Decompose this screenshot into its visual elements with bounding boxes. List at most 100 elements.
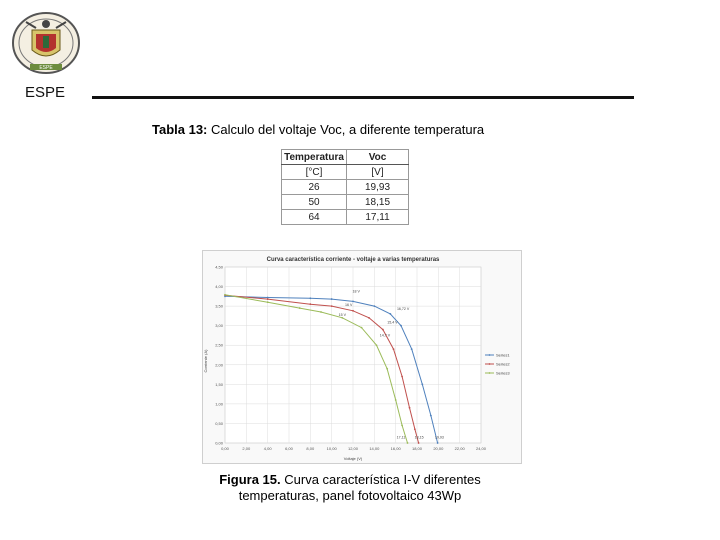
header-rule	[92, 96, 634, 99]
table-caption-bold: Tabla 13:	[152, 122, 208, 137]
series-point-1	[421, 383, 424, 386]
series-point-1	[389, 313, 392, 315]
x-axis-label: Voltaje (V)	[344, 456, 363, 461]
chart-title: Curva característica corriente - voltaje…	[267, 257, 440, 263]
table-caption: Tabla 13: Calculo del voltaje Voc, a dif…	[152, 122, 484, 137]
series-line-1	[224, 295, 439, 444]
table-units-row: [°C] [V]	[281, 164, 409, 180]
x-tick-label: 8,00	[306, 446, 315, 451]
legend-label: Series2	[496, 362, 510, 367]
series-point-1	[410, 348, 413, 351]
y-tick-label: 1,50	[215, 382, 224, 387]
figure-caption: Figura 15. Curva característica I-V dife…	[200, 472, 500, 504]
table-row: 26 19,93	[281, 179, 409, 195]
x-tick-label: 0,00	[221, 446, 230, 451]
series-point-1	[400, 324, 402, 327]
y-tick-label: 0,50	[215, 421, 224, 426]
x-tick-label: 4,00	[264, 446, 273, 451]
header-voc: Voc	[346, 149, 409, 165]
unit-voc: [V]	[346, 164, 409, 180]
series-point-2	[368, 316, 370, 319]
series-point-1	[436, 442, 439, 444]
x-tick-label: 18,00	[412, 446, 423, 451]
svg-text:ESPE: ESPE	[39, 65, 53, 71]
legend-marker	[488, 354, 491, 356]
series-point-3	[394, 399, 397, 401]
series-point-2	[417, 442, 420, 444]
chart-figure: Curva característica corriente - voltaje…	[202, 250, 522, 464]
data-label: 15,4 V	[387, 321, 398, 325]
x-tick-label: 2,00	[242, 446, 251, 451]
x-tick-label: 12,00	[348, 446, 359, 451]
series-point-2	[309, 303, 312, 306]
legend-label: Series1	[496, 353, 510, 358]
data-label: 19,93	[435, 435, 444, 439]
series-point-1	[352, 300, 354, 303]
figure-caption-bold: Figura 15.	[219, 472, 281, 487]
x-tick-label: 22,00	[455, 446, 466, 451]
espe-logo: ESPE	[12, 12, 80, 74]
cell-temp: 64	[281, 209, 347, 225]
series-point-2	[266, 298, 269, 300]
table-row: 50 18,15	[281, 194, 409, 210]
x-tick-label: 14,00	[369, 446, 380, 451]
voc-table: Temperatura Voc [°C] [V] 26 19,93 50 18,…	[281, 149, 409, 225]
series-point-3	[386, 367, 389, 370]
series-point-3	[375, 344, 378, 347]
x-tick-label: 16,00	[391, 446, 402, 451]
y-tick-label: 4,50	[215, 265, 224, 270]
legend-label: Series3	[496, 371, 510, 376]
table-caption-text: Calculo del voltaje Voc, a diferente tem…	[207, 122, 485, 137]
series-point-1	[330, 298, 333, 300]
x-tick-label: 6,00	[285, 446, 294, 451]
series-point-2	[352, 309, 354, 312]
series-point-3	[320, 311, 322, 313]
series-point-3	[406, 442, 409, 444]
y-tick-label: 3,00	[215, 323, 224, 328]
y-tick-label: 2,50	[215, 343, 224, 348]
data-label: 18,15	[415, 435, 424, 439]
y-tick-label: 0,00	[215, 441, 224, 446]
cell-voc: 19,93	[346, 179, 409, 195]
data-label: 16,72 V	[397, 307, 410, 311]
legend-marker	[488, 363, 491, 365]
series-point-2	[408, 406, 411, 409]
series-point-3	[401, 424, 403, 427]
data-label: 17,11	[397, 435, 406, 439]
y-axis-label: Corriente (A)	[203, 349, 208, 373]
cell-temp: 26	[281, 179, 347, 195]
series-point-3	[298, 307, 301, 309]
series-point-2	[401, 375, 403, 378]
legend-marker	[488, 372, 491, 374]
table-row: 64 17,11	[281, 209, 409, 225]
series-point-2	[330, 305, 333, 308]
series-point-2	[392, 348, 395, 351]
y-tick-label: 3,50	[215, 304, 224, 309]
series-point-3	[224, 293, 226, 296]
series-point-3	[341, 316, 344, 319]
x-tick-label: 20,00	[433, 446, 444, 451]
series-point-2	[381, 328, 384, 331]
series-point-2	[413, 428, 416, 431]
series-point-1	[429, 414, 432, 417]
y-tick-label: 2,00	[215, 362, 224, 367]
unit-temperatura: [°C]	[281, 164, 347, 180]
cell-temp: 50	[281, 194, 347, 210]
x-tick-label: 24,00	[476, 446, 487, 451]
series-line-2	[224, 294, 420, 444]
data-label: 18 V	[352, 289, 360, 293]
espe-label: ESPE	[25, 84, 66, 101]
x-tick-label: 10,00	[327, 446, 338, 451]
figure-caption-text: Curva característica I-V diferentes temp…	[238, 472, 481, 503]
data-label: 14,7 V	[380, 334, 391, 338]
cell-voc: 18,15	[346, 194, 409, 210]
data-label: 16 V	[345, 303, 353, 307]
data-label: 15 V	[339, 313, 347, 317]
cell-voc: 17,11	[346, 209, 409, 225]
header-temperatura: Temperatura	[281, 149, 347, 165]
iv-chart: Curva característica corriente - voltaje…	[203, 257, 510, 461]
table-header-row: Temperatura Voc	[281, 149, 409, 165]
series-point-1	[309, 297, 312, 300]
series-point-1	[266, 296, 269, 299]
series-point-1	[373, 305, 376, 308]
